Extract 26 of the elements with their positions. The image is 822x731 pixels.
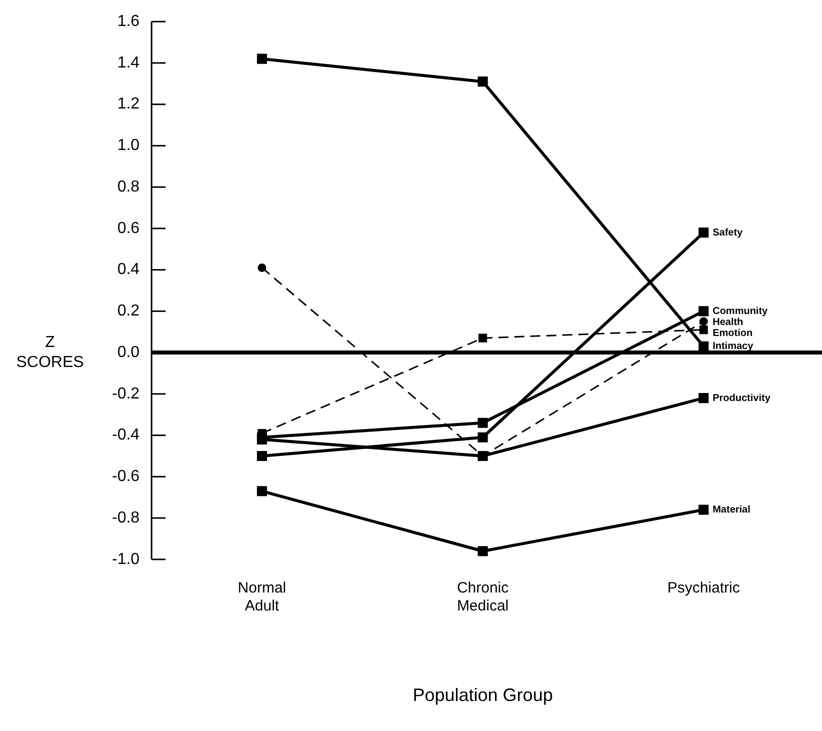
y-tick-label: -0.4 — [112, 426, 140, 444]
y-tick-label: 0.6 — [117, 220, 140, 237]
y-tick-label: -0.2 — [112, 385, 140, 402]
x-tick-label: Normal Adult — [238, 580, 286, 615]
series-label: Safety — [712, 227, 744, 238]
y-tick-label: 0.8 — [117, 178, 140, 196]
y-tick-label: 0.0 — [117, 344, 140, 361]
series-label: Productivity — [712, 392, 771, 404]
y-tick-label: 1.6 — [117, 13, 140, 30]
y-tick-label: -0.8 — [112, 509, 140, 526]
series-label: Health — [712, 316, 744, 328]
series-label: Intimacy — [712, 341, 754, 352]
y-tick-label: 1.4 — [117, 54, 140, 72]
series-label: Community — [712, 306, 768, 317]
y-axis-title: Z SCORES — [16, 334, 84, 371]
y-tick-label: 1.2 — [117, 96, 140, 113]
y-tick-label: 0.4 — [117, 261, 140, 278]
series-label: Material — [712, 504, 751, 516]
series-label: Emotion — [712, 328, 753, 339]
y-tick-label: -0.6 — [112, 468, 140, 486]
y-tick-label: 1.0 — [117, 137, 140, 154]
y-tick-label: -1.0 — [112, 550, 140, 568]
y-tick-label: 0.2 — [117, 302, 140, 320]
x-tick-label: Psychiatric — [667, 580, 740, 597]
x-tick-label: Chronic Medical — [456, 580, 510, 615]
x-axis-title: Population Group — [412, 685, 553, 706]
